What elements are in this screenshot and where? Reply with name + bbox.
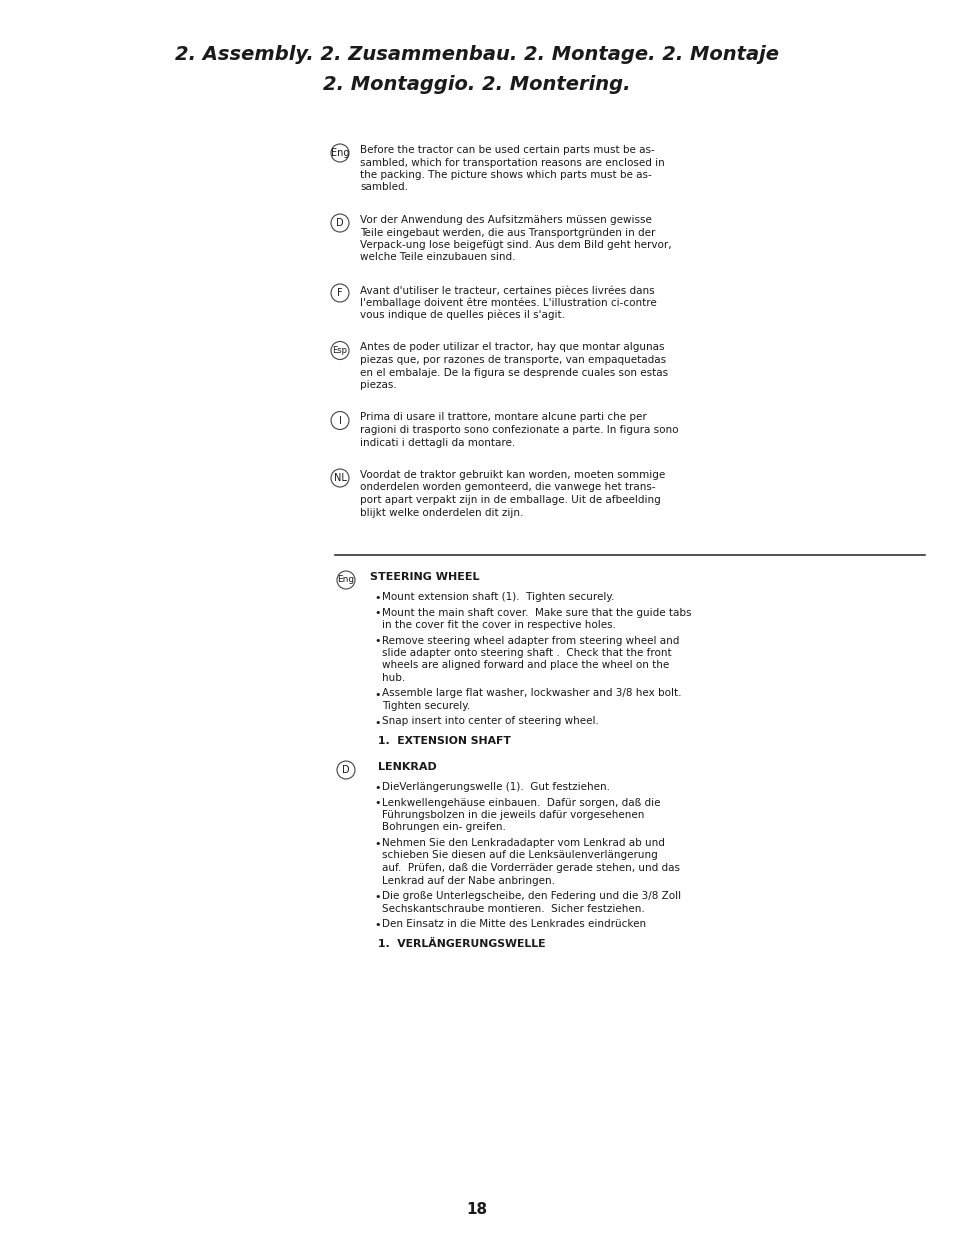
Text: schieben Sie diesen auf die Lenksäulenverlängerung: schieben Sie diesen auf die Lenksäulenve… [381,851,657,861]
Text: Vor der Anwendung des Aufsitzmähers müssen gewisse: Vor der Anwendung des Aufsitzmähers müss… [359,215,651,225]
Text: piezas.: piezas. [359,380,396,390]
Text: LENKRAD: LENKRAD [377,762,436,772]
Text: onderdelen worden gemonteerd, die vanwege het trans-: onderdelen worden gemonteerd, die vanweg… [359,483,655,493]
Text: Mount extension shaft (1).  Tighten securely.: Mount extension shaft (1). Tighten secur… [381,592,614,601]
Text: 1.  EXTENSION SHAFT: 1. EXTENSION SHAFT [377,736,511,746]
Text: l'emballage doivent être montées. L'illustration ci-contre: l'emballage doivent être montées. L'illu… [359,298,656,308]
Text: •: • [374,799,380,809]
Text: Teile eingebaut werden, die aus Transportgründen in der: Teile eingebaut werden, die aus Transpor… [359,227,655,237]
Text: Führungsbolzen in die jeweils dafür vorgesehenen: Führungsbolzen in die jeweils dafür vorg… [381,810,643,820]
Text: Tighten securely.: Tighten securely. [381,701,470,711]
Text: Den Einsatz in die Mitte des Lenkrades eindrücken: Den Einsatz in die Mitte des Lenkrades e… [381,919,645,929]
Text: hub.: hub. [381,673,405,683]
Text: Verpack-ung lose beigefügt sind. Aus dem Bild geht hervor,: Verpack-ung lose beigefügt sind. Aus dem… [359,240,671,249]
Text: Lenkwellengehäuse einbauen.  Dafür sorgen, daß die: Lenkwellengehäuse einbauen. Dafür sorgen… [381,798,659,808]
Text: Assemble large flat washer, lockwasher and 3/8 hex bolt.: Assemble large flat washer, lockwasher a… [381,688,680,699]
Text: welche Teile einzubauen sind.: welche Teile einzubauen sind. [359,252,515,263]
Text: slide adapter onto steering shaft .  Check that the front: slide adapter onto steering shaft . Chec… [381,648,671,658]
Text: •: • [374,839,380,848]
Text: the packing. The picture shows which parts must be as-: the packing. The picture shows which par… [359,170,651,180]
Text: Antes de poder utilizar el tractor, hay que montar algunas: Antes de poder utilizar el tractor, hay … [359,342,664,352]
Text: blijkt welke onderdelen dit zijn.: blijkt welke onderdelen dit zijn. [359,508,523,517]
Text: Sechskantschraube montieren.  Sicher festziehen.: Sechskantschraube montieren. Sicher fest… [381,904,644,914]
Text: STEERING WHEEL: STEERING WHEEL [370,572,479,582]
Text: Before the tractor can be used certain parts must be as-: Before the tractor can be used certain p… [359,144,654,156]
Text: 18: 18 [466,1203,487,1218]
Text: Remove steering wheel adapter from steering wheel and: Remove steering wheel adapter from steer… [381,636,679,646]
Text: piezas que, por razones de transporte, van empaquetadas: piezas que, por razones de transporte, v… [359,354,665,366]
Text: Mount the main shaft cover.  Make sure that the guide tabs: Mount the main shaft cover. Make sure th… [381,608,691,618]
Text: •: • [374,593,380,603]
Text: wheels are aligned forward and place the wheel on the: wheels are aligned forward and place the… [381,661,669,671]
Text: •: • [374,689,380,699]
Text: Prima di usare il trattore, montare alcune parti che per: Prima di usare il trattore, montare alcu… [359,412,646,422]
Text: NL: NL [334,473,346,483]
Text: ragioni di trasporto sono confezionate a parte. In figura sono: ragioni di trasporto sono confezionate a… [359,425,678,435]
Text: sambled.: sambled. [359,183,408,193]
Text: •: • [374,920,380,930]
Text: F: F [336,288,342,298]
Text: DieVerlängerungswelle (1).  Gut festziehen.: DieVerlängerungswelle (1). Gut festziehe… [381,782,609,792]
Text: I: I [338,415,341,426]
Text: Lenkrad auf der Nabe anbringen.: Lenkrad auf der Nabe anbringen. [381,876,555,885]
Text: 2. Assembly. 2. Zusammenbau. 2. Montage. 2. Montaje: 2. Assembly. 2. Zusammenbau. 2. Montage.… [174,44,779,64]
Text: Esp: Esp [333,346,347,354]
Text: Voordat de traktor gebruikt kan worden, moeten sommige: Voordat de traktor gebruikt kan worden, … [359,471,664,480]
Text: Avant d'utiliser le tracteur, certaines pièces livrées dans: Avant d'utiliser le tracteur, certaines … [359,285,654,295]
Text: 1.  VERLÄNGERUNGSWELLE: 1. VERLÄNGERUNGSWELLE [377,939,545,948]
Text: en el embalaje. De la figura se desprende cuales son estas: en el embalaje. De la figura se desprend… [359,368,667,378]
Text: sambled, which for transportation reasons are enclosed in: sambled, which for transportation reason… [359,158,664,168]
Text: •: • [374,892,380,902]
Text: Die große Unterlegscheibe, den Federing und die 3/8 Zoll: Die große Unterlegscheibe, den Federing … [381,890,680,902]
Text: in the cover fit the cover in respective holes.: in the cover fit the cover in respective… [381,620,616,630]
Text: Snap insert into center of steering wheel.: Snap insert into center of steering whee… [381,716,598,726]
Text: Eng: Eng [337,576,355,584]
Text: •: • [374,609,380,619]
Text: auf.  Prüfen, daß die Vorderräder gerade stehen, und das: auf. Prüfen, daß die Vorderräder gerade … [381,863,679,873]
Text: vous indique de quelles pièces il s'agit.: vous indique de quelles pièces il s'agit… [359,310,564,321]
Text: Bohrungen ein- greifen.: Bohrungen ein- greifen. [381,823,505,832]
Text: •: • [374,783,380,793]
Text: Eng: Eng [331,148,349,158]
Text: indicati i dettagli da montare.: indicati i dettagli da montare. [359,437,515,447]
Text: port apart verpakt zijn in de emballage. Uit de afbeelding: port apart verpakt zijn in de emballage.… [359,495,660,505]
Text: •: • [374,636,380,646]
Text: Nehmen Sie den Lenkradadapter vom Lenkrad ab und: Nehmen Sie den Lenkradadapter vom Lenkra… [381,839,664,848]
Text: •: • [374,718,380,727]
Text: D: D [342,764,350,776]
Text: D: D [335,219,343,228]
Text: 2. Montaggio. 2. Montering.: 2. Montaggio. 2. Montering. [323,75,630,94]
